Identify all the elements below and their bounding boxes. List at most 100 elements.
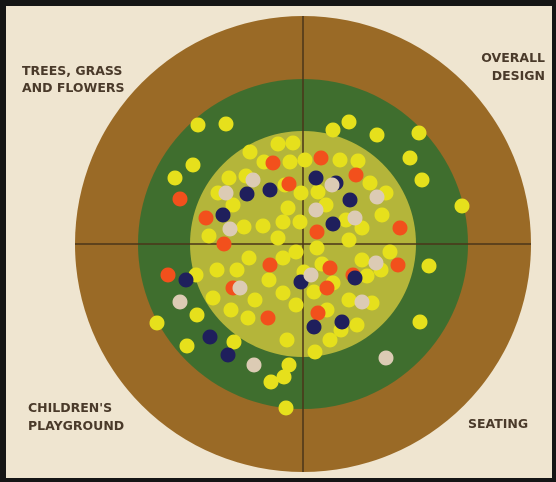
vote-dot [224,303,239,318]
vote-dot [266,156,281,171]
vote-dot [343,193,358,208]
vote-dot [233,281,248,296]
vote-dot [280,333,295,348]
vote-dot [247,358,262,373]
vote-dot [262,273,277,288]
vote-dot [348,211,363,226]
vote-dot [237,220,252,235]
vote-dot [310,241,325,256]
vote-dot [370,190,385,205]
vote-dot [289,245,304,260]
vote-dot [271,137,286,152]
vote-dot [256,219,271,234]
vote-dot [310,225,325,240]
vote-dot [369,256,384,271]
vote-dot [161,268,176,283]
vote-dot [283,155,298,170]
vote-dot [203,330,218,345]
vote-dot [326,123,341,138]
vote-dot [342,293,357,308]
vote-dot [281,201,296,216]
vote-dot [391,258,406,273]
vote-dot [298,153,313,168]
vote-dot [348,271,363,286]
vote-dot [333,153,348,168]
quadrant-label: OVERALL [481,50,545,65]
vote-dot [276,251,291,266]
quadrant-label: DESIGN [492,68,545,83]
vote-dot [261,311,276,326]
vote-dot [311,306,326,321]
vote-dot [190,308,205,323]
vote-dot [276,286,291,301]
vote-dot [216,208,231,223]
vote-dot [282,177,297,192]
vote-dot [263,258,278,273]
vote-dot [248,293,263,308]
vote-dot [311,185,326,200]
vote-dot [168,171,183,186]
vote-dot [286,136,301,151]
vote-dot [241,311,256,326]
vote-dot [279,401,294,416]
vote-dot [294,186,309,201]
vote-dot [222,171,237,186]
vote-dot [363,176,378,191]
vote-dot [227,335,242,350]
vote-dot [342,115,357,130]
vote-dot [289,298,304,313]
vote-dot [230,263,245,278]
vote-dot [403,151,418,166]
vote-dot [263,183,278,198]
vote-dot [309,171,324,186]
vote-dot [217,237,232,252]
vote-dot [246,173,261,188]
vote-dot [335,315,350,330]
vote-dot [264,375,279,390]
vote-dot [342,233,357,248]
vote-dot [325,178,340,193]
vote-dot [422,259,437,274]
vote-dot [304,268,319,283]
vote-dot [308,345,323,360]
vote-dot [383,245,398,260]
vote-dot [271,231,286,246]
vote-dot [326,217,341,232]
vote-dot [307,285,322,300]
vote-dot [393,221,408,236]
vote-dot [219,186,234,201]
vote-dot [221,348,236,363]
quadrant-label: SEATING [468,416,528,431]
vote-dot [179,273,194,288]
vote-dot [210,263,225,278]
vote-dot [180,339,195,354]
vote-dot [202,229,217,244]
vote-dot [150,316,165,331]
vote-dot [412,126,427,141]
vote-dot [314,151,329,166]
vote-dot [223,222,238,237]
vote-dot [276,215,291,230]
quadrant-label: PLAYGROUND [28,418,124,433]
vote-dot [240,187,255,202]
vote-dot [355,253,370,268]
vote-dot [243,145,258,160]
vote-dot [173,295,188,310]
vote-dot [277,370,292,385]
vote-dot [415,173,430,188]
vote-dot [323,261,338,276]
vote-dot [370,128,385,143]
quadrant-label: TREES, GRASS [22,63,122,78]
quadrant-label: CHILDREN'S [28,400,112,415]
vote-dot [242,251,257,266]
vote-dot [379,351,394,366]
voting-board-photo: TREES, GRASS AND FLOWERS OVERALL DESIGN … [0,0,556,482]
vote-dot [375,208,390,223]
vote-dot [455,199,470,214]
vote-dot [293,215,308,230]
quadrant-label: AND FLOWERS [22,80,125,95]
vote-dot [173,192,188,207]
vote-dot [199,211,214,226]
vote-dot [350,318,365,333]
vote-dot [355,295,370,310]
